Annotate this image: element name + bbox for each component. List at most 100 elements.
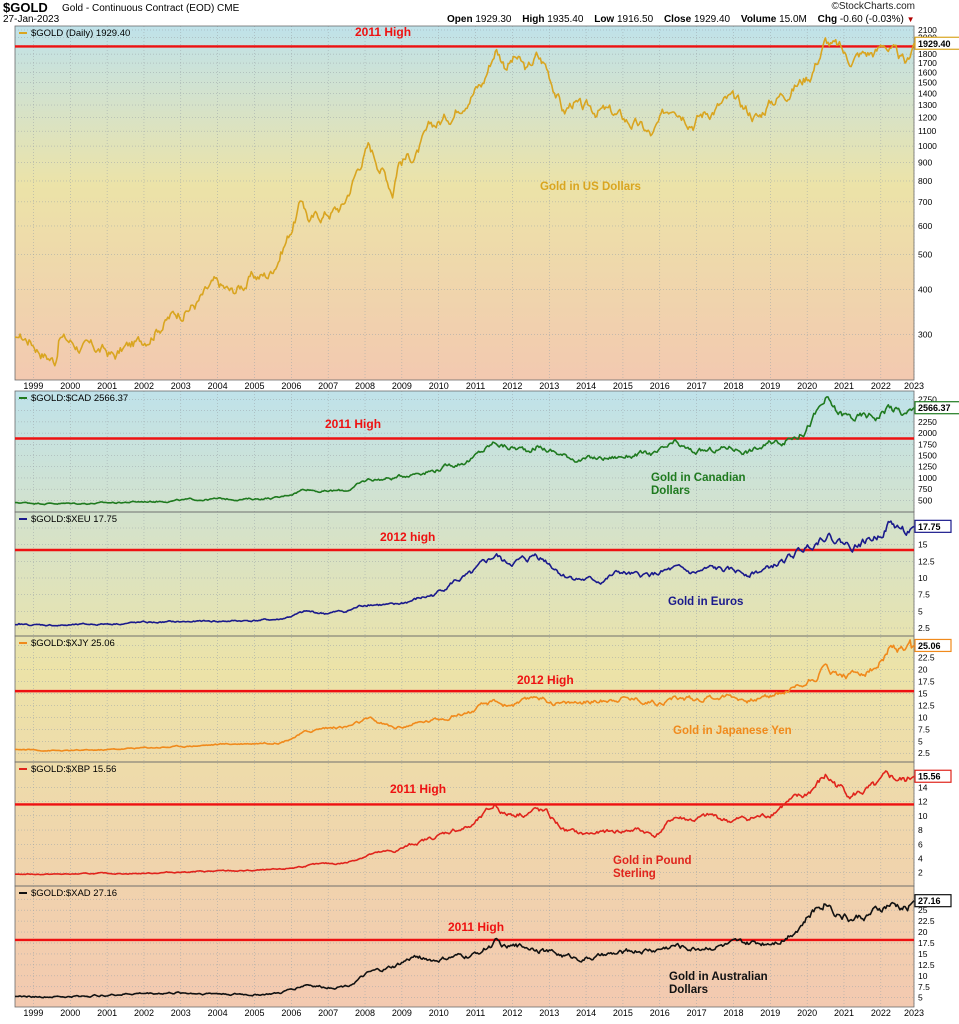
panel-frame — [14, 885, 915, 1008]
y-tick-label: 1100 — [918, 126, 937, 136]
panel-background-ratios — [15, 391, 914, 1007]
y-tick-label: 600 — [918, 221, 932, 231]
reference-high-label: 2011 High — [325, 417, 381, 431]
volume-value: 15.0M — [779, 14, 807, 25]
y-tick-label: 2 — [918, 868, 923, 878]
last-value-label: 1929.40 — [918, 39, 951, 49]
last-value-box — [914, 769, 952, 783]
x-tick-label: 2019 — [760, 1008, 780, 1018]
x-tick-label: 2022 — [871, 1008, 891, 1018]
legend-label: $GOLD (Daily) 1929.40 — [31, 28, 130, 39]
x-tick-label: 2012 — [502, 381, 522, 391]
y-tick-label: 2.5 — [918, 748, 930, 758]
x-tick-label: 2001 — [97, 381, 117, 391]
x-axis-strip — [0, 1007, 959, 1024]
down-caret-icon: ▼ — [906, 15, 915, 24]
high-value: 1935.40 — [547, 14, 584, 25]
series-annotation: Gold in Japanese Yen — [673, 725, 792, 737]
y-tick-label: 17.5 — [918, 677, 935, 687]
last-value-box — [914, 638, 952, 653]
chg-value: -0.60 (-0.03%) — [839, 14, 904, 25]
legend-label: $GOLD:$XJY 25.06 — [31, 638, 115, 649]
x-tick-label: 2003 — [171, 1008, 191, 1018]
x-tick-label: 2016 — [650, 381, 670, 391]
x-tick-label: 2002 — [134, 381, 154, 391]
x-tick-label: 2005 — [244, 1008, 264, 1018]
series-line — [15, 770, 915, 876]
chart-date: 27-Jan-2023 — [3, 14, 60, 25]
volume-label: Volume — [740, 14, 777, 25]
series-annotation: Gold in Pound — [613, 855, 692, 867]
y-tick-label: 5 — [918, 736, 923, 746]
y-tick-label: 7.5 — [918, 724, 930, 734]
x-tick-label: 2018 — [723, 381, 743, 391]
y-tick-label: 12.5 — [918, 556, 935, 566]
y-tick-label: 900 — [918, 158, 932, 168]
y-tick-label: 7.5 — [918, 590, 930, 600]
x-tick-label: 2006 — [281, 381, 301, 391]
y-tick-label: 7.5 — [918, 982, 930, 992]
series-annotation: Gold in Canadian — [651, 472, 746, 484]
x-tick-label: 2010 — [429, 1008, 449, 1018]
y-tick-label: 6 — [918, 839, 923, 849]
legend-label: $GOLD:$XAD 27.16 — [31, 888, 117, 899]
y-tick-label: 22.5 — [918, 916, 935, 926]
y-tick-label: 700 — [918, 197, 932, 207]
x-tick-label: 2023 — [904, 381, 924, 391]
x-tick-label: 2009 — [392, 381, 412, 391]
x-tick-label: 2008 — [355, 381, 375, 391]
x-tick-label: 2007 — [318, 381, 338, 391]
last-value-box — [914, 36, 959, 50]
y-tick-label: 1700 — [918, 58, 937, 68]
panel-background-gold — [15, 26, 914, 380]
x-tick-label: 2021 — [834, 1008, 854, 1018]
y-tick-label: 8 — [918, 825, 923, 835]
y-tick-label: 12.5 — [918, 960, 935, 970]
y-tick-label: 25 — [918, 905, 928, 915]
x-tick-label: 2013 — [539, 1008, 559, 1018]
y-tick-label: 17.5 — [918, 938, 935, 948]
y-tick-label: 300 — [918, 329, 932, 339]
y-tick-label: 2100 — [918, 25, 937, 35]
y-tick-label: 1500 — [918, 451, 937, 461]
high-label: High — [522, 14, 545, 25]
last-value-box — [914, 401, 959, 415]
left-margin-strip — [0, 26, 15, 1007]
y-axis-strip — [914, 26, 959, 1007]
brand-label: ©StockCharts.com — [831, 1, 915, 12]
open-label: Open — [447, 14, 473, 25]
low-label: Low — [594, 14, 615, 25]
x-tick-label: 2003 — [171, 381, 191, 391]
x-tick-label: 2005 — [244, 381, 264, 391]
series-line — [15, 639, 915, 752]
x-tick-label: 2011 — [466, 381, 485, 391]
open-value: 1929.30 — [475, 14, 512, 25]
series-line — [15, 396, 915, 506]
y-tick-label: 10 — [918, 573, 928, 583]
last-value-label: 2566.37 — [918, 403, 951, 413]
x-tick-label: 2012 — [502, 1008, 522, 1018]
y-tick-label: 14 — [918, 782, 928, 792]
x-tick-label: 2020 — [797, 1008, 817, 1018]
x-tick-label: 1999 — [23, 381, 43, 391]
x-tick-label: 2004 — [208, 381, 228, 391]
reference-high-label: 2011 High — [390, 782, 446, 796]
close-label: Close — [663, 14, 692, 25]
last-value-box — [914, 519, 952, 533]
x-tick-label: 2014 — [576, 1008, 596, 1018]
y-tick-label: 5 — [918, 606, 923, 616]
y-tick-label: 12 — [918, 797, 928, 807]
x-tick-label: 2000 — [60, 381, 80, 391]
y-tick-label: 1250 — [918, 462, 937, 472]
x-tick-label: 2017 — [687, 1008, 707, 1018]
y-tick-label: 400 — [918, 284, 932, 294]
y-tick-label: 10 — [918, 971, 928, 981]
y-tick-label: 15 — [918, 689, 928, 699]
y-tick-label: 1000 — [918, 141, 937, 151]
panel-frame — [14, 25, 915, 381]
y-tick-label: 2750 — [918, 394, 937, 404]
x-tick-label: 2021 — [834, 381, 854, 391]
y-tick-label: 10 — [918, 712, 928, 722]
y-tick-label: 2250 — [918, 417, 937, 427]
